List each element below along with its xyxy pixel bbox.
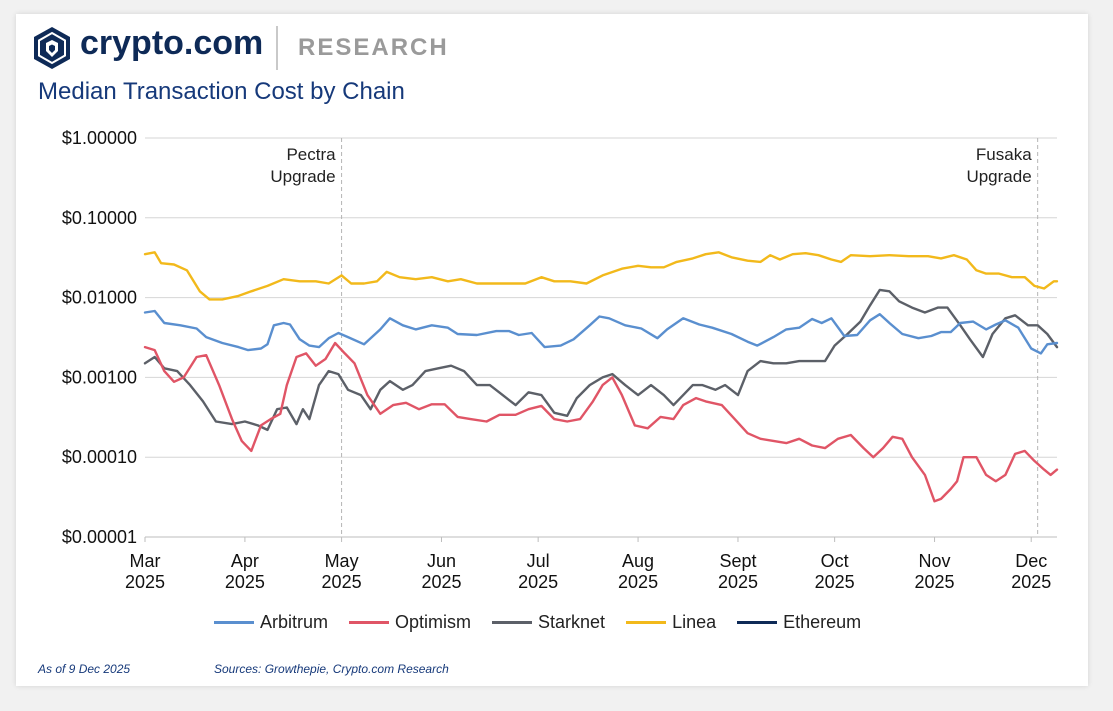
annotation-label: Fusaka Upgrade	[966, 145, 1032, 186]
y-tick-label: $0.01000	[62, 288, 137, 308]
series-line-optimism	[143, 341, 1059, 503]
legend-label-linea: Linea	[672, 611, 717, 632]
footer-sources: Sources: Growthepie, Crypto.com Research	[214, 662, 449, 676]
x-tick-label: Mar 2025	[125, 551, 165, 592]
legend-swatch-linea	[626, 620, 667, 624]
x-tick-label-line: Mar	[130, 551, 161, 571]
x-tick-label-line: Oct	[821, 551, 849, 571]
brand-divider	[276, 26, 278, 70]
chart-legend: Arbitrum Optimism Starknet Linea Ethereu…	[214, 611, 882, 633]
legend-item-starknet: Starknet	[492, 612, 605, 633]
x-tick-label-line: 2025	[1011, 572, 1051, 592]
series-line-linea	[143, 251, 1059, 301]
x-tick-label-line: 2025	[518, 572, 558, 592]
x-tick-label-line: May	[325, 551, 359, 571]
y-tick-label: $0.00100	[62, 367, 137, 387]
legend-swatch-ethereum	[737, 620, 778, 624]
x-tick-label: Jun 2025	[421, 551, 461, 592]
x-tick-label-line: 2025	[915, 572, 955, 592]
x-tick-label-line: Jun	[427, 551, 456, 571]
x-tick-label-line: 2025	[718, 572, 758, 592]
legend-item-arbitrum: Arbitrum	[214, 612, 328, 633]
legend-swatch-arbitrum	[214, 620, 254, 624]
legend-label-starknet: Starknet	[538, 611, 606, 632]
x-tick-label-line: 2025	[815, 572, 855, 592]
footer-as-of: As of 9 Dec 2025	[38, 662, 131, 676]
x-tick-label-line: Dec	[1015, 551, 1047, 571]
legend-swatch-starknet	[492, 620, 533, 624]
x-tick-label: May 2025	[322, 551, 362, 592]
x-tick-label-line: Jul	[527, 551, 550, 571]
legend-label-optimism: Optimism	[395, 611, 472, 632]
x-tick-label: Sept 2025	[718, 551, 758, 592]
x-tick-label-line: 2025	[618, 572, 658, 592]
legend-item-linea: Linea	[626, 612, 716, 633]
legend-item-ethereum: Ethereum	[737, 612, 861, 633]
lion-shield-icon	[34, 27, 70, 69]
x-tick-label-line: 2025	[125, 572, 165, 592]
y-tick-label: $1.00000	[62, 128, 137, 148]
line-chart: $1.00000 $0.10000 $0.01000 $0.00100 $0.00010…	[62, 128, 1059, 592]
annotation-label-line: Upgrade	[966, 167, 1031, 186]
x-tick-label-line: Aug	[622, 551, 654, 571]
x-tick-label-line: Sept	[719, 551, 756, 571]
x-tick-label-line: 2025	[225, 572, 265, 592]
legend-label-ethereum: Ethereum	[783, 611, 862, 632]
chart-title: Median Transaction Cost by Chain	[38, 78, 405, 105]
annotation-label-line: Fusaka	[976, 145, 1032, 164]
x-tick-label-line: 2025	[421, 572, 461, 592]
y-tick-label: $0.00001	[62, 527, 137, 547]
y-tick-label: $0.00010	[62, 447, 137, 467]
annotation-label: Pectra Upgrade	[270, 145, 336, 186]
x-tick-label-line: 2025	[322, 572, 362, 592]
x-tick-label: Aug 2025	[618, 551, 658, 592]
x-tick-label: Dec 2025	[1011, 551, 1051, 592]
legend-item-optimism: Optimism	[349, 612, 471, 633]
x-tick-label: Oct 2025	[815, 551, 855, 592]
chart-card: crypto.com RESEARCH Median Transaction C…	[16, 14, 1088, 686]
legend-label-arbitrum: Arbitrum	[260, 611, 329, 632]
annotation-label-line: Pectra	[286, 145, 336, 164]
series-line-arbitrum	[143, 309, 1059, 355]
x-tick-label: Apr 2025	[225, 551, 265, 592]
y-tick-label: $0.10000	[62, 208, 137, 228]
x-tick-label: Jul 2025	[518, 551, 558, 592]
brand-name: crypto.com	[80, 24, 264, 62]
x-tick-label-line: Nov	[919, 551, 951, 571]
annotation-label-line: Upgrade	[270, 167, 335, 186]
series-line-starknet	[143, 288, 1059, 432]
x-tick-label: Nov 2025	[915, 551, 955, 592]
legend-swatch-optimism	[349, 620, 390, 624]
brand-division: RESEARCH	[298, 34, 449, 61]
x-tick-label-line: Apr	[231, 551, 259, 571]
